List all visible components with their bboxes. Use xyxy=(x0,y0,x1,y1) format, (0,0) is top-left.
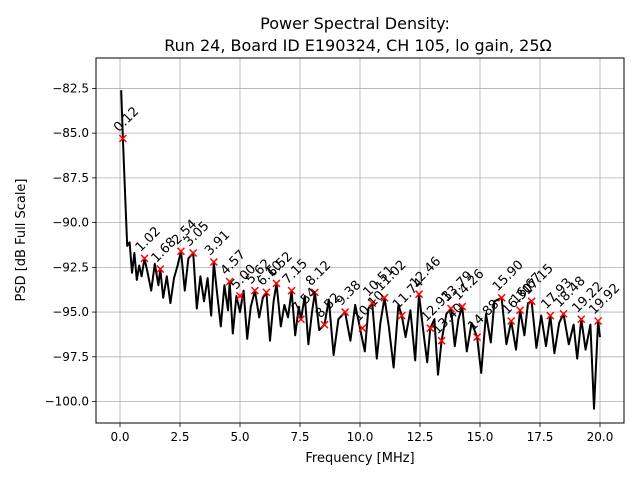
x-tick-label: 10.0 xyxy=(347,430,374,444)
x-tick-label: 0.0 xyxy=(110,430,129,444)
peak-marker xyxy=(594,316,603,326)
peak-marker xyxy=(559,309,568,318)
peak-marker xyxy=(368,299,377,308)
x-tick-label: 7.5 xyxy=(290,430,309,444)
y-tick-label: −92.5 xyxy=(52,260,89,274)
y-axis-ticks: −82.5 −85.0 −87.5 −90.0 −92.5 −95.0 −97.5 −100.… xyxy=(45,81,96,409)
x-axis-label: Frequency [MHz] xyxy=(305,451,414,466)
chart-subtitle: Run 24, Board ID E190324, CH 105, lo gai… xyxy=(164,36,552,55)
peak-marker xyxy=(296,315,305,324)
peak-marker xyxy=(516,306,525,315)
peak-marker xyxy=(156,265,165,274)
y-tick-label: −85.0 xyxy=(52,126,89,140)
y-tick-label: −90.0 xyxy=(52,216,89,230)
peak-marker xyxy=(287,286,296,295)
chart-title: Power Spectral Density: xyxy=(260,14,450,33)
x-tick-label: 17.5 xyxy=(527,430,554,444)
peak-marker xyxy=(546,311,555,320)
x-tick-label: 15.0 xyxy=(467,430,494,444)
peak-marker xyxy=(189,248,198,258)
peak-marker xyxy=(415,290,424,299)
peak-marker xyxy=(577,315,586,324)
y-tick-label: −97.5 xyxy=(52,350,89,364)
peak-marker xyxy=(272,279,281,288)
peak-markers xyxy=(118,134,603,345)
peak-marker xyxy=(176,247,185,256)
x-tick-label: 20.0 xyxy=(587,430,614,444)
peak-marker xyxy=(426,324,435,333)
peak-marker xyxy=(380,293,389,302)
x-tick-label: 2.5 xyxy=(170,430,189,444)
peak-marker xyxy=(497,293,506,302)
y-tick-label: −100.0 xyxy=(45,395,89,409)
peak-marker xyxy=(446,304,455,313)
peak-marker xyxy=(358,324,367,333)
grid-lines xyxy=(96,58,624,423)
peak-marker xyxy=(118,134,127,143)
y-tick-label: −87.5 xyxy=(52,171,89,185)
peak-marker xyxy=(507,316,516,326)
psd-series-line xyxy=(120,90,601,410)
peak-marker xyxy=(341,308,350,317)
peak-marker xyxy=(250,286,259,295)
peak-marker xyxy=(437,336,446,345)
y-axis-label: PSD [dB Full Scale] xyxy=(14,178,29,301)
x-tick-label: 12.5 xyxy=(407,430,434,444)
peak-marker xyxy=(209,257,218,267)
peak-marker xyxy=(140,254,149,263)
peak-marker xyxy=(397,311,406,320)
peak-marker xyxy=(225,277,234,286)
x-axis-ticks: 0.0 2.5 5.0 7.5 10.0 12.5 15.0 17.5 20.0 xyxy=(110,423,613,444)
y-tick-label: −82.5 xyxy=(52,81,89,95)
peak-marker xyxy=(262,288,271,297)
y-tick-label: −95.0 xyxy=(52,305,89,319)
peak-marker xyxy=(527,297,536,306)
peak-marker xyxy=(235,291,245,300)
x-tick-label: 5.0 xyxy=(230,430,249,444)
peak-marker xyxy=(473,333,482,342)
peak-marker xyxy=(320,320,329,329)
peak-marker xyxy=(310,288,319,297)
peak-marker xyxy=(458,302,467,311)
